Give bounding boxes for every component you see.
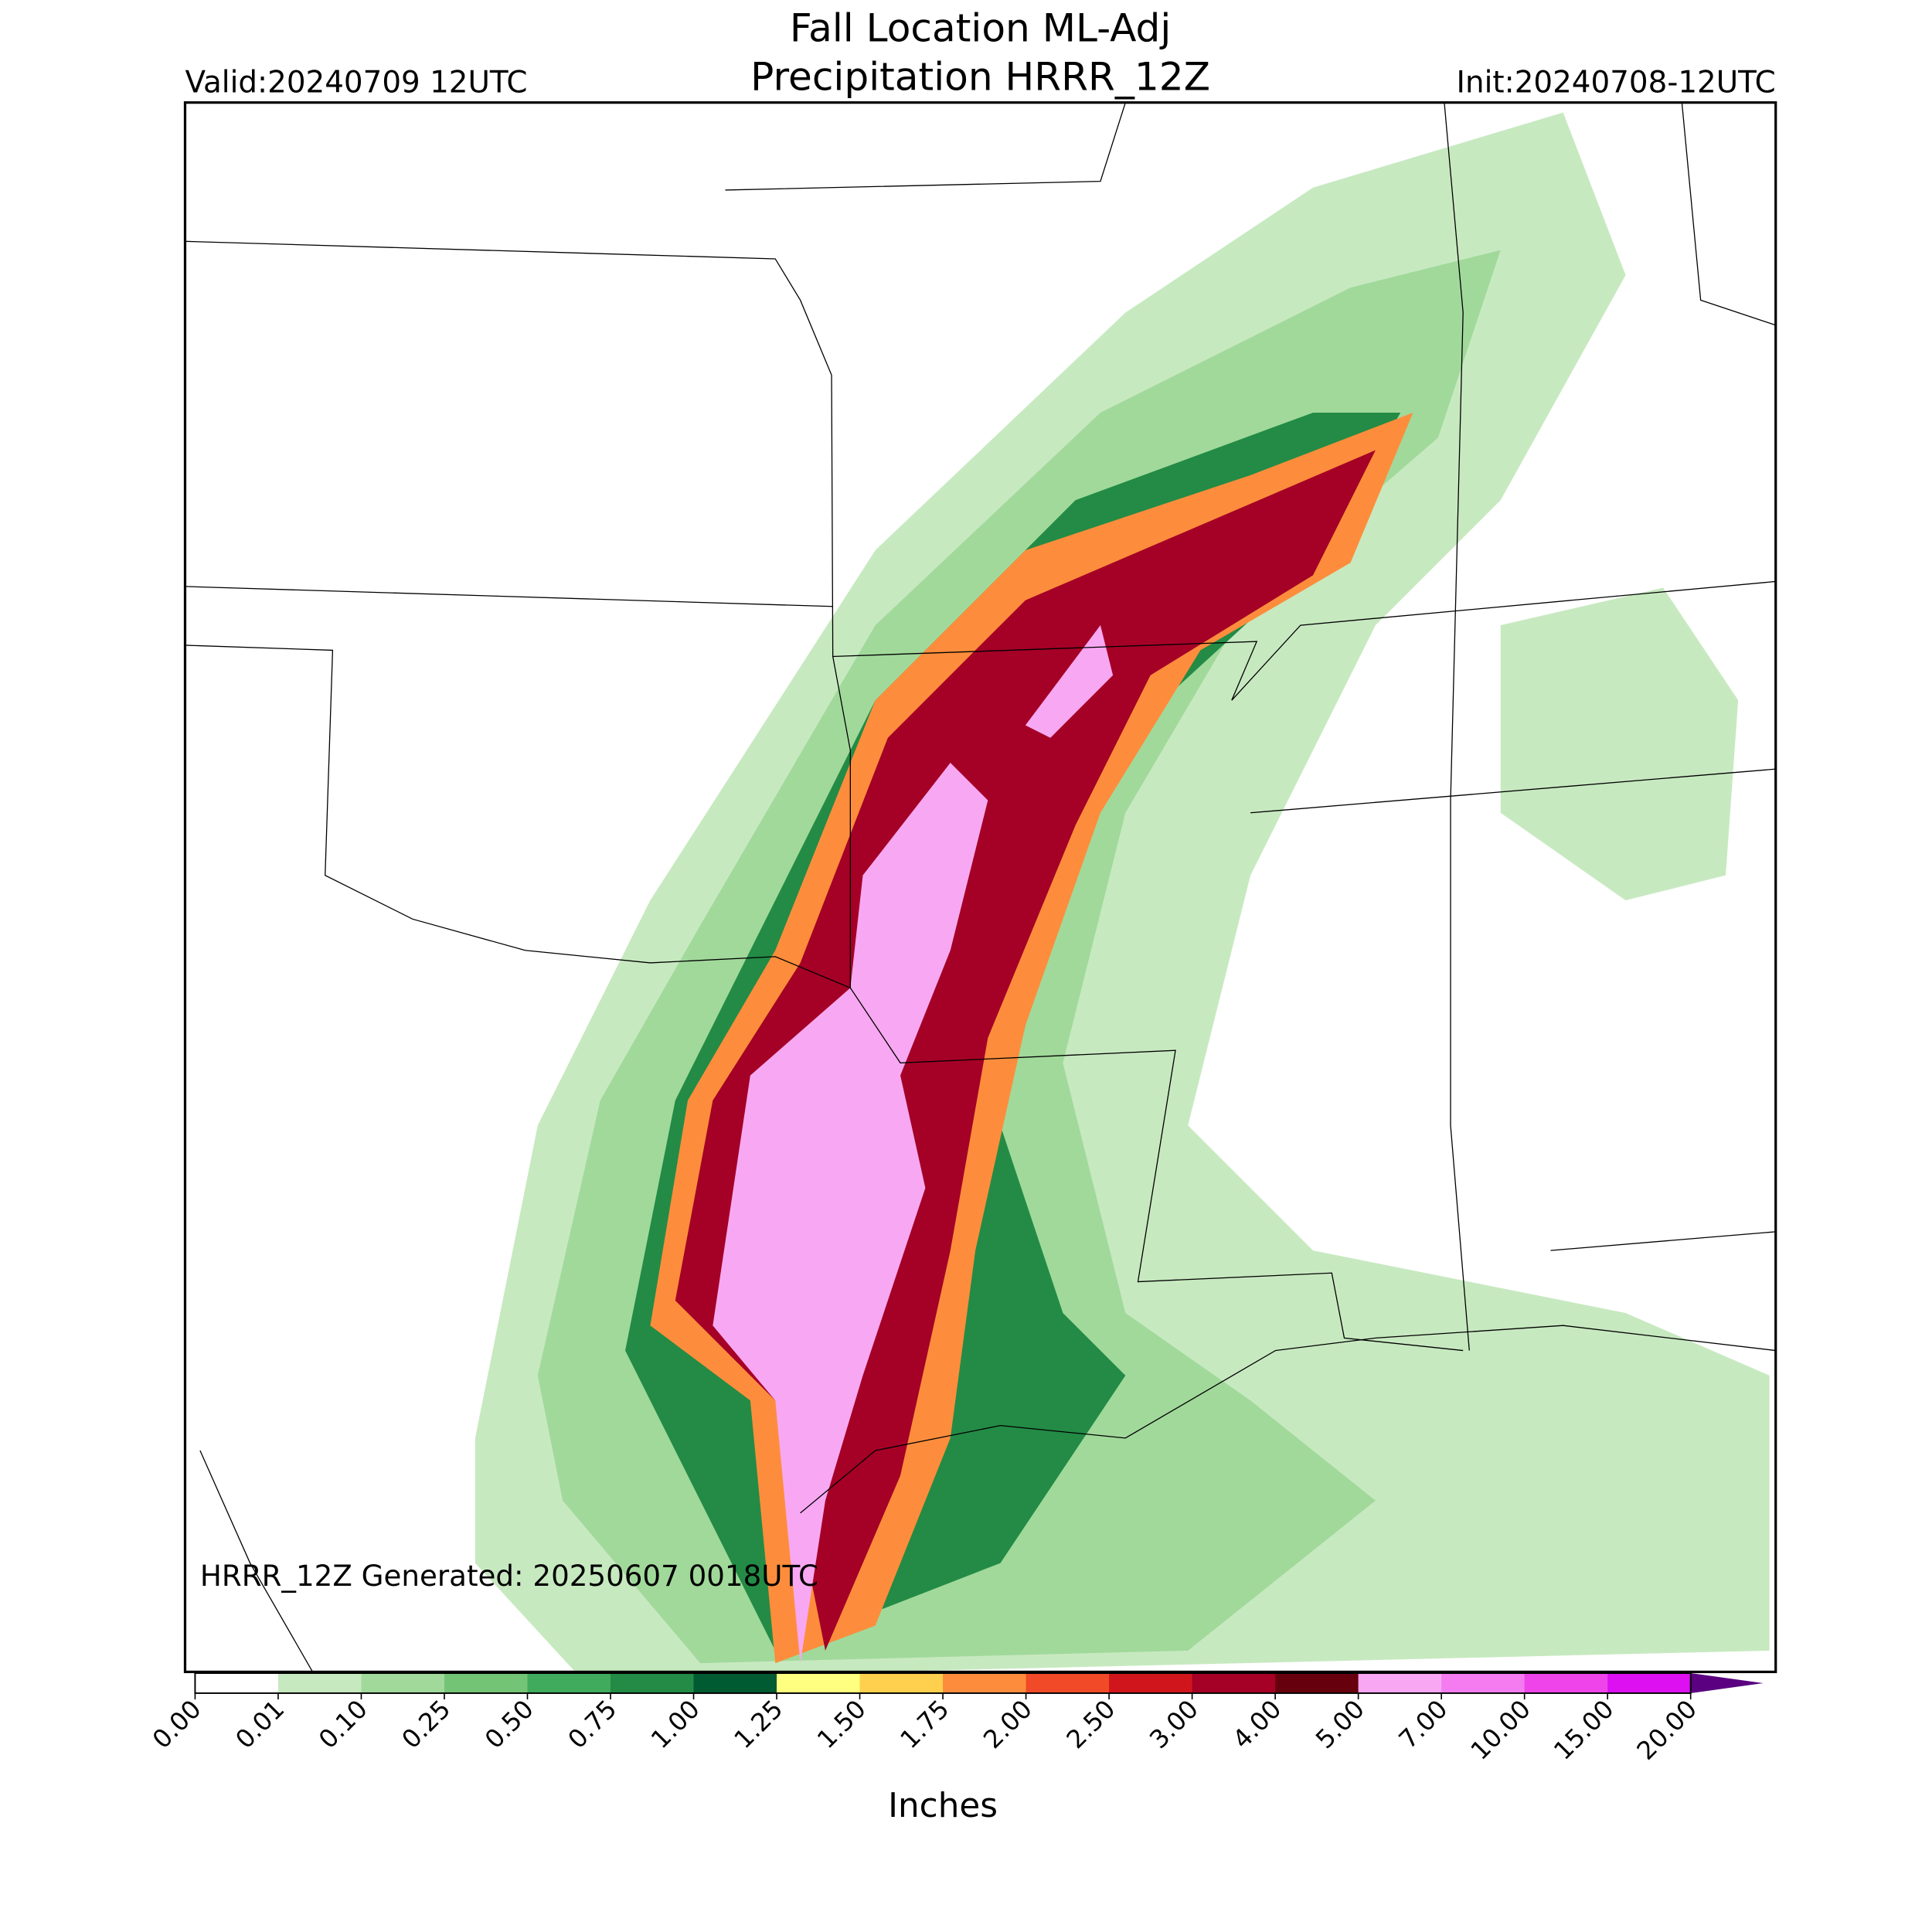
- colorbar-tick-label: 0.01: [230, 1694, 290, 1754]
- colorbar-segment: [943, 1673, 1027, 1693]
- colorbar-tick-label: 20.00: [1631, 1694, 1702, 1765]
- precip-field: [474, 112, 1770, 1672]
- state-line: [185, 645, 1464, 1352]
- colorbar-tick-label: 3.00: [1144, 1694, 1204, 1754]
- colorbar-tick-label: 1.75: [895, 1694, 955, 1754]
- init-time: Init:20240708-12UTC: [1457, 66, 1776, 100]
- title-line: Precipitation HRRR_12Z: [750, 54, 1210, 100]
- title-line: Fall Location ML-Adj: [790, 5, 1171, 50]
- valid-time: Valid:20240709 12UTC: [185, 66, 527, 100]
- colorbar-tick-label: 0.25: [396, 1694, 457, 1754]
- colorbar-tick-label: 4.00: [1227, 1694, 1287, 1754]
- border-line: [199, 1450, 314, 1672]
- colorbar-segment: [277, 1673, 362, 1693]
- colorbar-segment: [693, 1673, 777, 1693]
- colorbar-segment: [777, 1673, 861, 1693]
- colorbar-tick-label: 0.00: [147, 1694, 207, 1754]
- colorbar-segment: [444, 1673, 528, 1693]
- colorbar-segment: [1109, 1673, 1193, 1693]
- colorbar-tick-label: 7.00: [1393, 1694, 1454, 1754]
- state-line: [725, 102, 1126, 191]
- colorbar-label: Inches: [888, 1786, 998, 1825]
- precip-area: [1500, 587, 1739, 901]
- colorbar-tick-label: 10.00: [1465, 1694, 1536, 1765]
- colorbar-segment: [1524, 1673, 1608, 1693]
- colorbar-segment: [611, 1673, 695, 1693]
- map-frame: [183, 101, 1777, 1674]
- colorbar-tick-label: 0.50: [479, 1694, 539, 1754]
- colorbar-segment: [1607, 1673, 1692, 1693]
- colorbar-tick-label: 0.75: [563, 1694, 623, 1754]
- state-line: [1550, 1231, 1776, 1251]
- colorbar-tick-label: 1.50: [811, 1694, 872, 1754]
- colorbar-segment: [1192, 1673, 1276, 1693]
- coastline: [800, 1325, 1776, 1514]
- state-line: [185, 586, 833, 607]
- colorbar-segment: [859, 1673, 944, 1693]
- colorbar-tick-label: 1.25: [729, 1694, 789, 1754]
- colorbar-segment: [361, 1673, 445, 1693]
- colorbar-tick-label: 15.00: [1548, 1694, 1619, 1765]
- precip-area: [1025, 625, 1114, 738]
- colorbar-segment: [195, 1673, 279, 1693]
- state-line: [1681, 102, 1776, 326]
- colorbar: 0.00 0.01 0.10 0.25 0.50 0.75 1.00 1.25 1.50 1.75…: [147, 1672, 1764, 1766]
- colorbar-tick-label: 2.00: [978, 1694, 1038, 1754]
- generated-note: HRRR_12Z Generated: 20250607 0018UTC: [200, 1559, 818, 1593]
- state-line: [1250, 768, 1776, 814]
- colorbar-extend: [1690, 1673, 1764, 1693]
- colorbar-tick-label: 0.10: [313, 1694, 373, 1754]
- colorbar-segment: [1358, 1673, 1442, 1693]
- colorbar-tick-label: 5.00: [1310, 1694, 1370, 1754]
- colorbar-segment: [1441, 1673, 1526, 1693]
- colorbar-segment: [527, 1673, 611, 1693]
- colorbar-tick-label: 1.00: [645, 1694, 706, 1754]
- boundaries: [185, 102, 1776, 1672]
- precip-area: [713, 763, 988, 1664]
- colorbar-segment: [1275, 1673, 1359, 1693]
- colorbar-segment: [1026, 1673, 1110, 1693]
- state-line: [1444, 102, 1470, 1351]
- state-line: [832, 656, 851, 988]
- colorbar-tick-label: 2.50: [1061, 1694, 1121, 1754]
